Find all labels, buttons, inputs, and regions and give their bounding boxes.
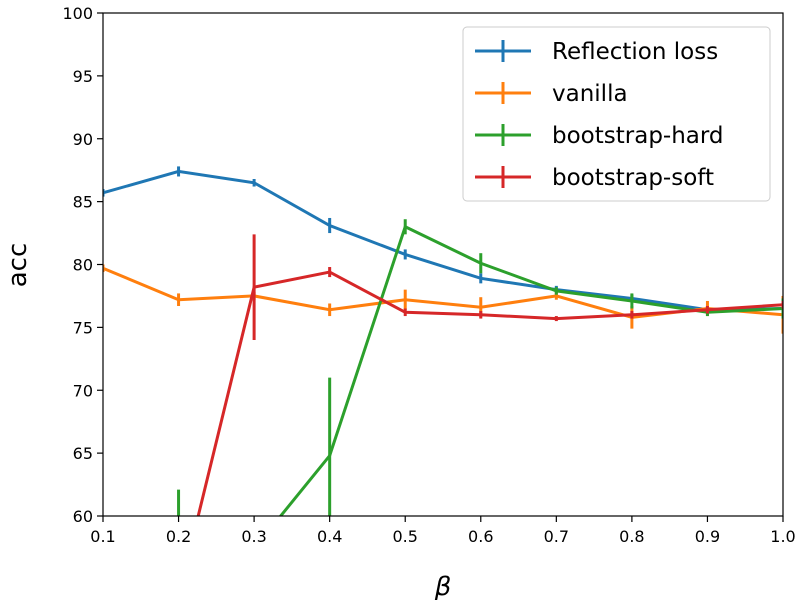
x-tick-label: 0.1 bbox=[90, 527, 115, 546]
series-line bbox=[103, 266, 783, 319]
y-tick-label: 95 bbox=[73, 67, 93, 86]
legend-label: bootstrap-soft bbox=[552, 165, 714, 191]
x-tick-label: 1.0 bbox=[770, 527, 795, 546]
y-tick-label: 90 bbox=[73, 130, 93, 149]
x-tick-label: 0.6 bbox=[468, 527, 493, 546]
y-tick-label: 65 bbox=[73, 444, 93, 463]
x-tick-label: 0.4 bbox=[317, 527, 342, 546]
x-tick-label: 0.5 bbox=[392, 527, 417, 546]
x-tick-label: 0.9 bbox=[695, 527, 720, 546]
x-tick-label: 0.3 bbox=[241, 527, 266, 546]
y-tick-label: 85 bbox=[73, 193, 93, 212]
y-tick-label: 60 bbox=[73, 507, 93, 526]
y-tick-label: 80 bbox=[73, 256, 93, 275]
legend-label: Reflection loss bbox=[552, 39, 718, 65]
plot-area bbox=[103, 166, 783, 516]
x-axis-label: β bbox=[434, 572, 452, 600]
x-tick-label: 0.7 bbox=[544, 527, 569, 546]
series-line bbox=[196, 270, 783, 516]
plot-frame bbox=[102, 12, 784, 517]
y-tick-label: 70 bbox=[73, 381, 93, 400]
legend-box bbox=[462, 26, 771, 202]
series-line bbox=[103, 169, 783, 312]
y-tick-label: 100 bbox=[62, 4, 93, 23]
legend-label: bootstrap-hard bbox=[552, 123, 724, 149]
legend-label: vanilla bbox=[552, 81, 628, 107]
x-tick-label: 0.2 bbox=[166, 527, 191, 546]
x-tick-label: 0.8 bbox=[619, 527, 644, 546]
y-axis-label: acc bbox=[3, 243, 33, 288]
y-tick-label: 75 bbox=[73, 318, 93, 337]
